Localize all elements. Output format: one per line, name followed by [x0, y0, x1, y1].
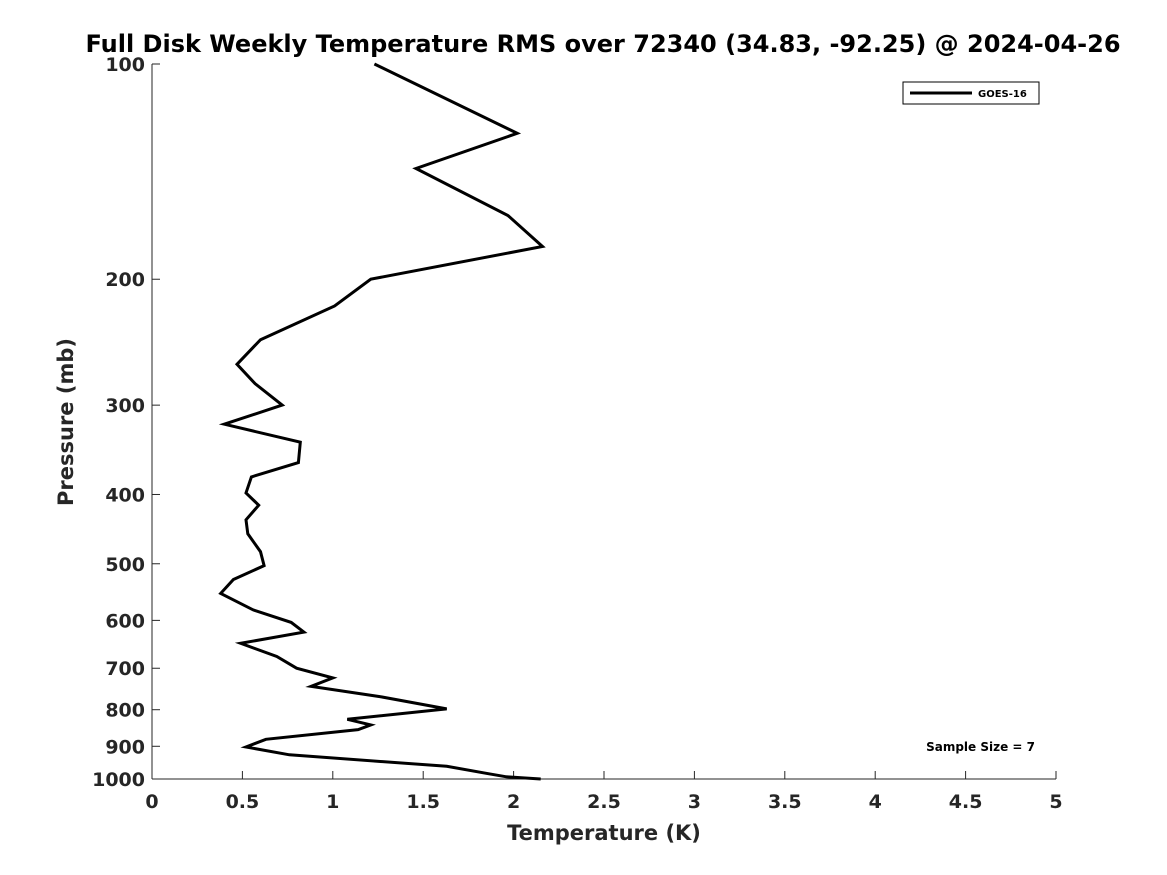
x-tick-label: 2: [507, 791, 520, 813]
y-axis-label: Pressure (mb): [54, 338, 78, 506]
x-tick-label: 0: [145, 791, 158, 813]
x-tick-label: 2.5: [587, 791, 621, 813]
y-tick-label: 600: [105, 610, 145, 632]
chart-title: Full Disk Weekly Temperature RMS over 72…: [85, 30, 1120, 58]
y-tick-label: 900: [105, 736, 145, 758]
legend-entry-goes-16: GOES-16: [978, 89, 1027, 100]
x-tick-label: 1: [326, 791, 339, 813]
y-tick-label: 800: [105, 700, 145, 722]
y-ticks: 100 200 300 400 500 600 700 800 900 1000: [92, 54, 160, 791]
x-tick-label: 3.5: [768, 791, 802, 813]
x-tick-label: 1.5: [406, 791, 440, 813]
y-tick-label: 400: [105, 484, 145, 506]
x-axis-label: Temperature (K): [507, 821, 701, 845]
y-tick-label: 300: [105, 395, 145, 417]
x-tick-label: 3: [688, 791, 701, 813]
legend: GOES-16: [902, 81, 1040, 105]
x-tick-label: 0.5: [226, 791, 260, 813]
y-tick-label: 200: [105, 269, 145, 291]
y-tick-label: 500: [105, 554, 145, 576]
x-tick-label: 5: [1049, 791, 1062, 813]
y-tick-label: 100: [105, 54, 145, 76]
series-line-goes-16: [218, 62, 546, 781]
y-tick-label: 700: [105, 658, 145, 680]
x-tick-label: 4: [869, 791, 882, 813]
sample-size-annotation: Sample Size = 7: [926, 740, 1035, 754]
x-tick-label: 4.5: [949, 791, 983, 813]
y-tick-label: 1000: [92, 769, 145, 791]
series-layer: [218, 62, 546, 781]
x-ticks: 0 0.5 1 1.5 2 2.5 3 3.5 4 4.5 5: [145, 771, 1063, 813]
plot-area: [152, 64, 1056, 779]
